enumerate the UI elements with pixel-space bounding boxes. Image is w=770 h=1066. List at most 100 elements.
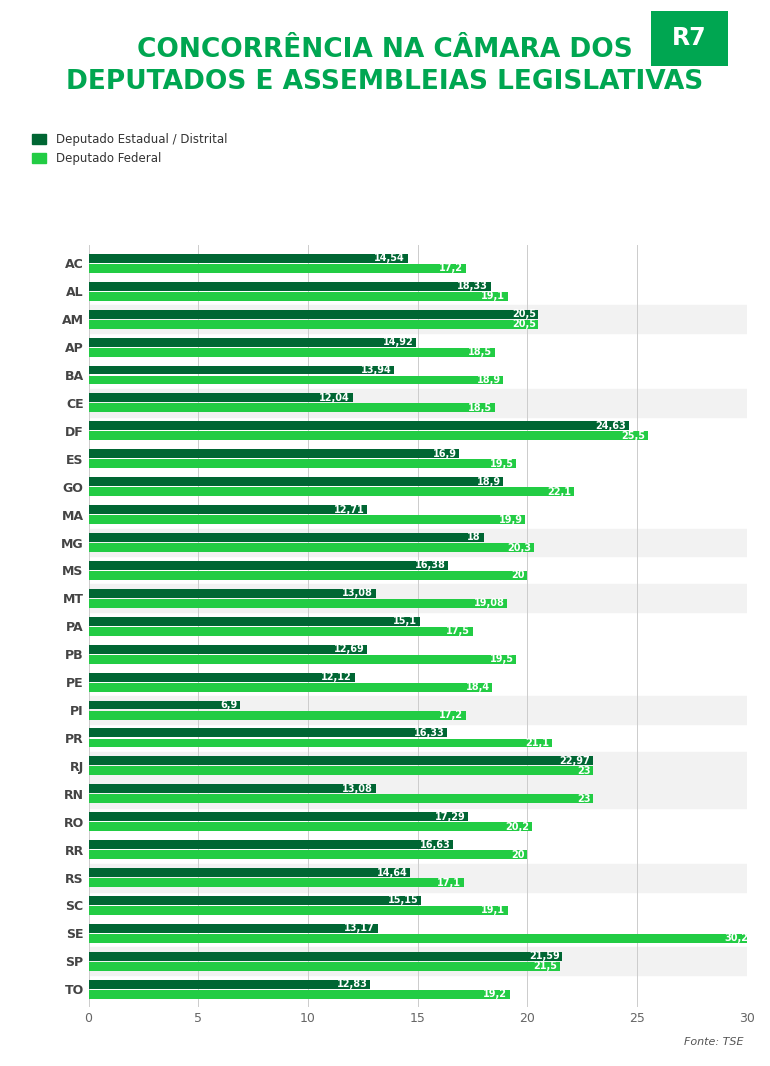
Text: 20: 20 [511, 850, 525, 859]
Bar [89, 952, 562, 960]
Bar [89, 348, 494, 356]
Text: 18,9: 18,9 [477, 477, 500, 487]
Bar [89, 924, 377, 933]
Text: 12,69: 12,69 [333, 644, 364, 655]
Bar [89, 962, 561, 971]
Text: 15,1: 15,1 [393, 616, 417, 626]
Bar [89, 728, 447, 738]
Bar [89, 432, 648, 440]
Text: 19,1: 19,1 [481, 905, 505, 916]
Bar [89, 739, 551, 747]
Bar [89, 459, 517, 468]
Text: 23: 23 [578, 765, 591, 776]
Bar [89, 515, 525, 524]
Text: 17,5: 17,5 [446, 627, 470, 636]
Text: Fonte: TSE: Fonte: TSE [684, 1037, 743, 1047]
Bar [89, 655, 517, 664]
Bar [89, 673, 354, 681]
Text: 20: 20 [511, 570, 525, 581]
Text: 13,08: 13,08 [342, 784, 373, 794]
Text: CONCORRÊNCIA NA CÂMARA DOS: CONCORRÊNCIA NA CÂMARA DOS [137, 37, 633, 63]
Bar [89, 478, 504, 486]
Bar [89, 948, 747, 975]
Bar [89, 529, 747, 556]
Text: 25,5: 25,5 [621, 431, 645, 441]
Text: 18,4: 18,4 [466, 682, 490, 692]
Text: 21,1: 21,1 [525, 738, 549, 748]
Text: 22,97: 22,97 [559, 756, 590, 765]
Text: 14,54: 14,54 [374, 254, 405, 263]
FancyBboxPatch shape [647, 7, 732, 69]
Text: 16,33: 16,33 [413, 728, 444, 738]
Bar [89, 449, 460, 458]
Bar [89, 588, 376, 598]
Bar [89, 533, 484, 542]
Bar [89, 906, 507, 915]
Text: 17,1: 17,1 [437, 877, 461, 888]
Text: 17,2: 17,2 [440, 710, 464, 720]
Text: 19,2: 19,2 [484, 989, 507, 999]
Text: 6,9: 6,9 [220, 700, 237, 710]
Bar [89, 403, 494, 413]
Bar [89, 561, 448, 570]
Bar [89, 627, 473, 635]
Text: 12,12: 12,12 [321, 672, 352, 682]
Bar [89, 895, 421, 905]
Text: 16,38: 16,38 [414, 561, 445, 570]
Text: 21,59: 21,59 [529, 951, 560, 962]
Bar [89, 599, 507, 608]
Bar [89, 584, 747, 612]
Bar [89, 292, 507, 301]
Bar [89, 934, 752, 942]
Text: 20,5: 20,5 [512, 319, 536, 329]
Bar [89, 851, 527, 859]
Text: 16,9: 16,9 [433, 449, 457, 458]
Bar [89, 393, 353, 402]
Bar [89, 757, 593, 765]
Text: DEPUTADOS E ASSEMBLEIAS LEGISLATIVAS: DEPUTADOS E ASSEMBLEIAS LEGISLATIVAS [66, 69, 704, 95]
Bar [89, 543, 534, 552]
Text: 20,2: 20,2 [505, 822, 529, 831]
Text: 13,94: 13,94 [361, 365, 392, 375]
Text: 18,5: 18,5 [467, 403, 492, 413]
Text: 24,63: 24,63 [596, 421, 627, 431]
Text: 12,04: 12,04 [320, 393, 350, 403]
Text: 13,08: 13,08 [342, 588, 373, 598]
Bar [89, 421, 629, 431]
Text: 19,9: 19,9 [499, 515, 523, 524]
Bar [89, 571, 527, 580]
Bar [89, 281, 490, 291]
Bar [89, 752, 747, 780]
Bar [89, 254, 407, 263]
Legend: Deputado Estadual / Distrital, Deputado Federal: Deputado Estadual / Distrital, Deputado … [32, 133, 227, 165]
Text: 18: 18 [467, 533, 481, 543]
Text: R7: R7 [672, 27, 706, 50]
Bar [89, 338, 416, 346]
Text: 21,5: 21,5 [534, 962, 557, 971]
Bar [89, 980, 370, 988]
Text: 20,3: 20,3 [507, 543, 531, 552]
Bar [89, 868, 410, 877]
Bar [89, 389, 747, 417]
Text: 14,64: 14,64 [377, 868, 407, 877]
Bar [89, 264, 466, 273]
Bar [89, 878, 464, 887]
Bar [89, 711, 466, 720]
Text: 30,2: 30,2 [725, 934, 748, 943]
Bar [89, 645, 367, 653]
Text: 22,1: 22,1 [547, 487, 571, 497]
Text: 19,08: 19,08 [474, 598, 504, 609]
Text: 18,5: 18,5 [467, 348, 492, 357]
Bar [89, 487, 574, 496]
Bar [89, 505, 367, 514]
Text: 18,9: 18,9 [477, 375, 500, 385]
Bar [89, 794, 593, 804]
Text: 18,33: 18,33 [457, 281, 488, 291]
Bar [89, 320, 538, 328]
Text: 16,63: 16,63 [420, 840, 451, 850]
Bar [89, 863, 747, 891]
Bar [89, 989, 510, 999]
Bar [89, 309, 538, 319]
Bar [89, 617, 420, 626]
Text: 13,17: 13,17 [344, 923, 375, 934]
